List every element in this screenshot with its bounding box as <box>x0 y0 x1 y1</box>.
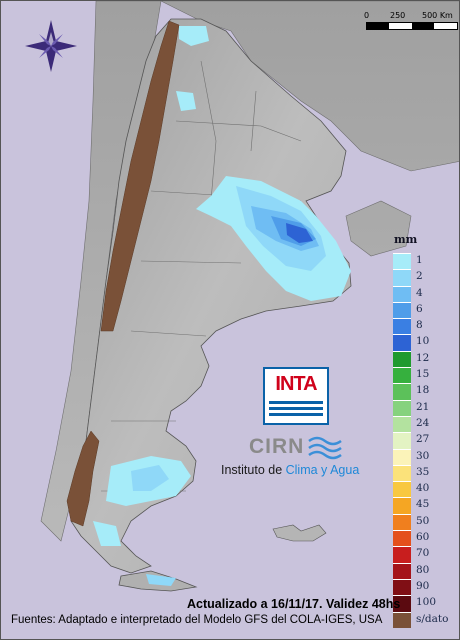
legend-label: 80 <box>416 563 430 576</box>
legend-swatch <box>393 481 411 498</box>
legend-swatch <box>393 611 411 628</box>
legend-label: 24 <box>416 416 430 429</box>
malvinas-islands <box>272 524 327 542</box>
scale-label-0: 0 <box>364 11 370 20</box>
legend-unit: mm <box>394 233 418 246</box>
institute-name: Instituto de Clima y Agua <box>221 463 359 477</box>
legend-label: 15 <box>416 368 430 381</box>
legend-label: 70 <box>416 547 430 560</box>
update-notice: Actualizado a 16/11/17. Validez 48hs <box>187 597 401 611</box>
legend-swatch <box>393 432 411 449</box>
legend-label: 1 <box>416 254 423 266</box>
legend-swatch <box>393 301 411 319</box>
legend-label: s/dato <box>416 612 449 625</box>
legend-swatch <box>393 530 411 547</box>
legend-label: 50 <box>416 514 430 527</box>
legend-swatch <box>393 448 411 465</box>
legend-swatch <box>393 334 411 351</box>
institute-accent: Clima y Agua <box>285 463 360 477</box>
legend-swatch <box>393 497 411 514</box>
legend-swatch <box>393 350 411 368</box>
legend-label: 12 <box>416 351 430 364</box>
inta-logo-text: INTA <box>275 373 317 395</box>
legend-swatch <box>393 415 411 433</box>
scale-bar-graphic <box>366 22 458 30</box>
legend-swatch <box>393 562 411 579</box>
legend-label: 60 <box>416 531 430 544</box>
legend-swatch <box>393 318 411 335</box>
legend-label: 30 <box>416 449 430 462</box>
legend-swatch <box>393 383 411 400</box>
institute-prefix: Instituto de <box>221 463 286 477</box>
legend-label: 2 <box>416 270 423 283</box>
scale-bar: 0 250 500 Km <box>364 11 458 33</box>
sources-credit: Fuentes: Adaptado e interpretado del Mod… <box>11 614 383 626</box>
legend-label: 45 <box>416 498 430 511</box>
legend-label: 35 <box>416 465 430 478</box>
legend-label: 4 <box>416 286 423 299</box>
inta-logo: INTA <box>263 367 329 425</box>
legend-label: 100 <box>416 596 437 609</box>
legend-label: 90 <box>416 579 430 592</box>
legend-label: 10 <box>416 335 430 348</box>
legend-swatch <box>393 399 411 416</box>
legend-swatch <box>393 595 411 612</box>
no-data-area-south <box>66 430 100 527</box>
legend-swatch <box>393 269 411 286</box>
scale-label-250: 250 <box>390 11 406 20</box>
legend-swatch <box>393 546 411 563</box>
legend-label: 18 <box>416 384 430 397</box>
cirn-logo-text: CIRN <box>249 435 305 458</box>
no-data-area <box>100 20 180 332</box>
legend-label: 6 <box>416 302 423 315</box>
legend-label: 21 <box>416 400 430 413</box>
legend-swatch <box>393 513 411 531</box>
legend-swatch <box>393 578 411 596</box>
legend-label: 8 <box>416 319 423 332</box>
compass-rose-icon <box>25 20 77 72</box>
water-waves-icon <box>308 436 342 460</box>
legend-label: 40 <box>416 482 430 495</box>
legend-swatch <box>393 464 411 482</box>
legend-swatch <box>393 253 411 270</box>
precipitation-areas <box>93 26 351 586</box>
legend-swatch <box>393 367 411 384</box>
legend-label: 27 <box>416 433 430 446</box>
legend-swatch <box>393 285 411 302</box>
scale-label-500: 500 Km <box>422 11 453 20</box>
